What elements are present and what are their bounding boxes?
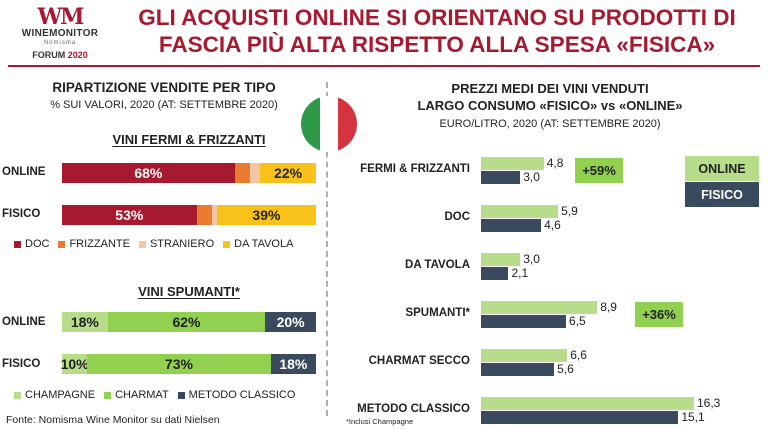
bar-segment-frizzante [196,205,212,225]
category-label: DA TAVOLA [405,259,470,271]
bar-segment-charmat: 73% [87,354,271,374]
left-panel-subtitle: % SUI VALORI, 2020 (AT: SETTEMBRE 2020) [50,99,278,111]
category-label: METODO CLASSICO [357,403,470,415]
logo-name: WINEMONITOR [21,28,99,39]
legend-item: CHARMAT [104,389,169,401]
section-title-fermi: VINI FERMI & FRIZZANTI [112,132,266,147]
value-label: 5,9 [561,204,578,218]
bar-segment-metodo-classico: 18% [270,354,316,374]
legend-spumanti: CHAMPAGNE CHARMAT METODO CLASSICO [14,389,324,401]
legend-swatch [104,391,112,399]
legend-swatch [138,240,146,248]
bar-segment-charmat: 62% [107,312,266,332]
right-panel-subtitle: EURO/LITRO, 2020 (AT: SETTEMBRE 2020) [439,118,661,130]
section-title-spumanti: VINI SPUMANTI* [138,284,240,299]
legend-label: FRIZZANTE [69,238,130,250]
category-label: DOC [444,211,470,223]
bar-online [481,301,598,314]
legend-swatch [14,391,21,399]
bar-online [481,349,568,362]
bar-segment-straniero [249,163,261,183]
value-label: 4,6 [544,218,561,232]
logo-mark-icon: WM [37,4,84,30]
bar-fisico [481,267,509,280]
bar-segment-da-tavola: 22% [260,163,316,183]
left-panel-title: RIPARTIZIONE VENDITE PER TIPO [52,80,276,95]
bar-segment-da-tavola: 39% [216,205,316,225]
legend-label: CHAMPAGNE [25,389,96,401]
bar-fisico [481,219,542,232]
row-label-online: ONLINE [2,166,46,178]
legend-fisico: FISICO [685,182,759,207]
bar-online [481,253,521,266]
stacked-bar-fermi-online: 68% 22% [62,163,316,183]
bar-fisico [481,315,566,328]
legend-label: METODO CLASSICO [188,389,296,401]
legend-item: DOC [14,238,49,250]
right-panel-title: PREZZI MEDI DEI VINI VENDUTI LARGO CONSU… [417,81,683,113]
legend-label: CHARMAT [115,389,169,401]
bar-segment-metodo-classico: 20% [265,312,316,332]
italian-flag-icon [301,96,357,152]
growth-badge: +59% [575,158,623,183]
legend-online: ONLINE [685,156,759,181]
bar-online [481,397,694,410]
growth-badge: +36% [635,302,683,327]
legend-item: CHAMPAGNE [14,389,95,401]
value-label: 5,6 [557,362,574,376]
bar-fisico [481,171,521,184]
value-label: 3,0 [523,170,540,184]
legend-label: DOC [25,238,50,250]
row-label-online: ONLINE [2,316,46,328]
value-label: 4,8 [546,156,564,170]
source-note: Fonte: Nomisma Wine Monitor su dati Niel… [6,414,220,426]
value-label: 16,3 [697,396,721,410]
panel-divider [326,82,328,416]
bar-segment-frizzante [234,163,250,183]
legend-label: STRANIERO [149,238,215,250]
logo-subtitle: Nomisma [43,40,77,46]
value-label: 8,9 [600,300,617,314]
value-label: 15,1 [681,410,705,424]
category-label: CHARMAT SECCO [368,355,470,367]
bar-segment-straniero [211,205,217,225]
bar-segment-champagne: 18% [62,312,108,332]
wine-monitor-logo: WM WINEMONITOR Nomisma FORUM 2020 [18,6,102,60]
row-label-fisico: FISICO [2,208,41,220]
stacked-bar-spumanti-fisico: 10% 73% 18% [60,354,316,374]
stacked-bar-fermi-fisico: 53% 39% [62,205,316,225]
legend-fermi: DOC FRIZZANTE STRANIERO DA TAVOLA [14,238,324,250]
header-divider [8,65,760,67]
page-title: GLI ACQUISTI ONLINE SI ORIENTANO SU PROD… [138,5,736,57]
value-label: 6,6 [570,348,587,362]
legend-swatch [223,240,231,248]
value-label: 6,5 [568,314,586,328]
legend-label: DA TAVOLA [234,238,294,250]
legend-item: STRANIERO [138,238,215,250]
bar-fisico [481,363,555,376]
legend-item: FRIZZANTE [58,238,130,250]
bar-fisico [481,411,679,424]
bar-online [481,205,559,218]
footnote: *Inclusi Champagne [346,417,414,426]
category-label: SPUMANTI* [405,307,470,319]
row-label-fisico: FISICO [2,358,41,370]
forum-label: FORUM 2020 [32,50,88,60]
legend-item: METODO CLASSICO [177,389,296,401]
legend-swatch [177,391,185,399]
bar-online [481,157,544,170]
bar-segment-doc: 53% [62,205,197,225]
stacked-bar-spumanti-online: 18% 62% 20% [62,312,316,332]
bar-segment-doc: 68% [62,163,235,183]
legend-swatch [58,240,66,248]
legend-swatch [14,240,21,248]
value-label: 2,1 [511,266,529,280]
value-label: 3,0 [523,252,540,266]
category-label: FERMI & FRIZZANTI [360,163,470,175]
legend-item: DA TAVOLA [223,238,293,250]
bar-segment-champagne: 10% [60,354,89,374]
